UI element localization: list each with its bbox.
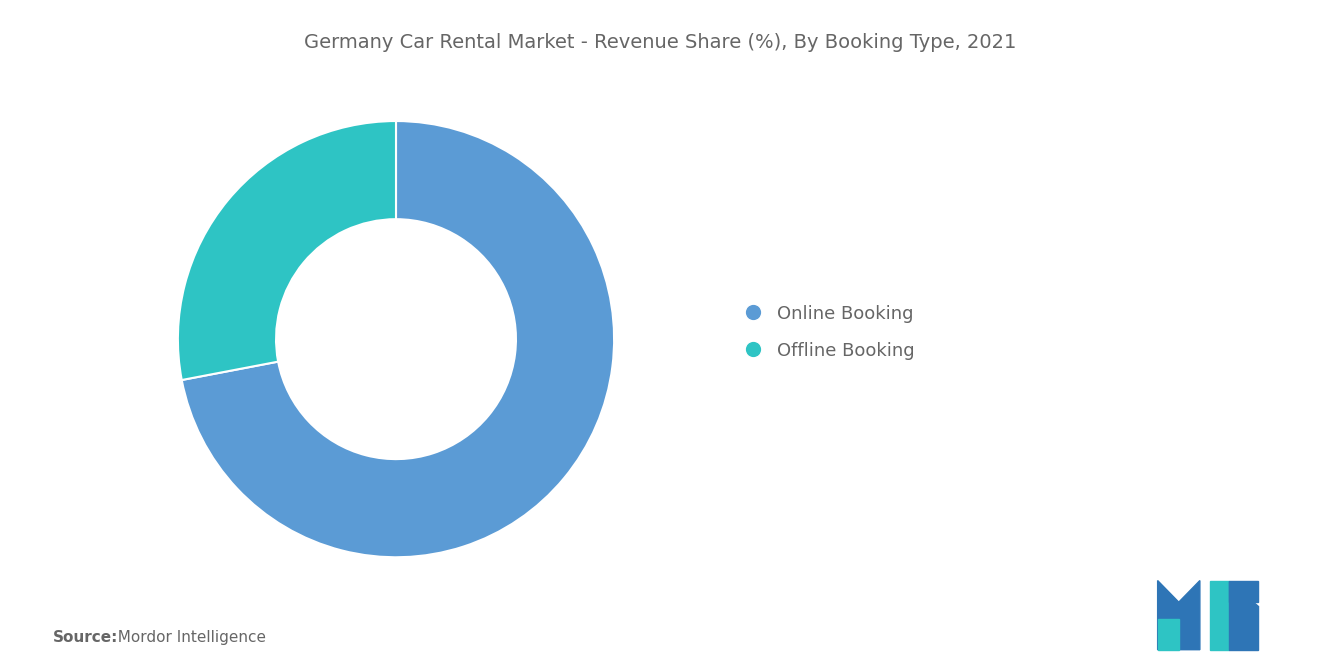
Text: Source:: Source: xyxy=(53,630,119,645)
Text: Germany Car Rental Market - Revenue Share (%), By Booking Type, 2021: Germany Car Rental Market - Revenue Shar… xyxy=(304,33,1016,53)
Polygon shape xyxy=(1179,581,1200,650)
Polygon shape xyxy=(1158,581,1179,650)
Polygon shape xyxy=(1210,581,1229,650)
Polygon shape xyxy=(1229,581,1258,650)
Wedge shape xyxy=(182,121,614,557)
Polygon shape xyxy=(1229,581,1258,602)
Text: Mordor Intelligence: Mordor Intelligence xyxy=(108,630,267,645)
Legend: Online Booking, Offline Booking: Online Booking, Offline Booking xyxy=(735,296,923,369)
Wedge shape xyxy=(178,121,396,380)
Polygon shape xyxy=(1158,620,1179,650)
